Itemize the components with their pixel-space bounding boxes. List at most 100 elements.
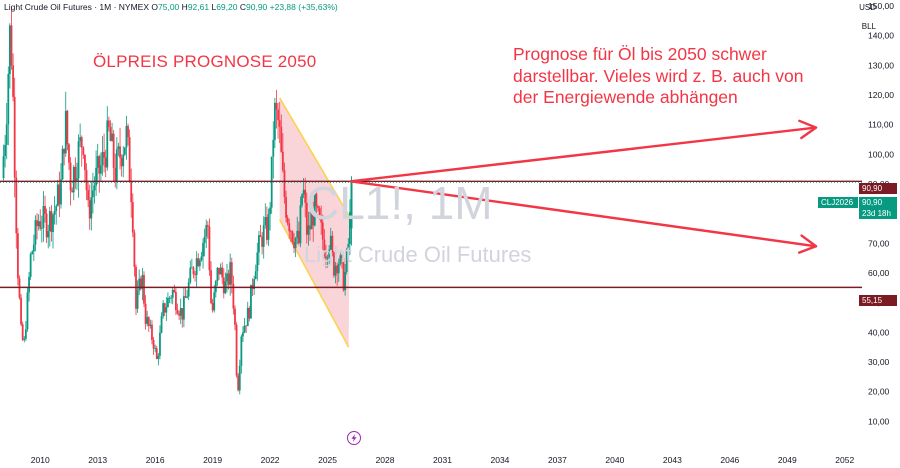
candle-body — [56, 184, 59, 207]
candle-body — [128, 137, 131, 182]
candle-body — [270, 156, 273, 208]
currency-label[interactable]: USD — [859, 3, 876, 12]
x-tick-label: 2034 — [490, 455, 509, 465]
lightning-icon[interactable] — [347, 431, 361, 445]
candle-body — [7, 73, 10, 125]
x-tick-label: 2031 — [433, 455, 452, 465]
candle-body — [125, 125, 128, 148]
unit-label[interactable]: BLL — [861, 22, 876, 31]
annotation-title[interactable]: ÖLPREIS PROGNOSE 2050 — [93, 52, 317, 71]
candle-body — [175, 292, 177, 311]
x-tick-label: 2010 — [31, 455, 50, 465]
candle-body — [74, 166, 77, 181]
candle-body — [168, 297, 171, 299]
candle-body — [254, 271, 257, 280]
candle-body — [69, 162, 72, 191]
candle-body — [250, 284, 252, 319]
candle-body — [272, 139, 275, 157]
x-tick-label: 2022 — [261, 455, 280, 465]
candle-body — [305, 202, 308, 235]
candle-body — [58, 184, 61, 205]
forecast-arrow-head-2 — [797, 234, 818, 254]
candle-body — [136, 290, 139, 309]
symbol-title[interactable]: Light Crude Oil Futures · 1M · NYMEX — [4, 2, 150, 12]
x-tick-label: 2025 — [318, 455, 337, 465]
candle-body — [310, 212, 313, 230]
candle-body — [79, 137, 82, 142]
candle-body — [304, 189, 307, 203]
candle-body — [147, 317, 150, 326]
candle-body — [347, 244, 350, 250]
candle-body — [146, 317, 149, 324]
candle-body — [200, 256, 203, 261]
y-tick-label: 10,00 — [868, 416, 890, 426]
candle-body — [5, 124, 8, 145]
candle-body — [261, 236, 264, 247]
candle-body — [123, 147, 126, 155]
candle-body — [186, 296, 188, 298]
candle-body — [24, 329, 27, 339]
candle-body — [301, 194, 303, 206]
candle-body — [313, 193, 316, 226]
y-tick-label: 140,00 — [868, 31, 894, 41]
candle-body — [315, 193, 318, 207]
y-tick-label: 20,00 — [868, 387, 890, 397]
candle-body — [151, 324, 153, 340]
candle-body — [345, 249, 348, 273]
candle-body — [138, 278, 141, 291]
candle-body — [88, 200, 91, 219]
candle-body — [219, 267, 222, 275]
candle-body — [31, 251, 34, 255]
candle-body — [339, 255, 342, 264]
candle-body — [334, 265, 337, 276]
candle-body — [273, 102, 276, 140]
candle-body — [143, 275, 145, 304]
candle-body — [291, 231, 294, 242]
candle-body — [256, 252, 259, 272]
candle-body — [44, 206, 46, 214]
candle-body — [68, 144, 70, 163]
candle-body — [218, 267, 220, 275]
candle-body — [101, 151, 104, 166]
candle-body — [60, 179, 62, 205]
candle-body — [289, 231, 292, 233]
channel-upper-edge — [278, 97, 351, 218]
candle-body — [173, 290, 176, 293]
y-tick-label: 30,00 — [868, 357, 890, 367]
candle-body — [342, 258, 345, 291]
candle-body — [120, 157, 123, 167]
symbol-header[interactable]: Light Crude Oil Futures · 1M · NYMEX O75… — [4, 2, 338, 12]
candle-body — [61, 148, 64, 180]
candle-body — [240, 336, 243, 366]
candle-body — [184, 296, 187, 298]
candle-body — [53, 211, 56, 215]
candle-body — [141, 275, 144, 289]
candle-body — [37, 221, 40, 227]
forecast-arrow-line-1 — [349, 126, 818, 183]
candle-body — [71, 190, 74, 193]
ohlc-h: H92,61 — [181, 2, 210, 12]
candle-body — [103, 151, 105, 158]
candle-body — [245, 325, 248, 327]
candle-body — [232, 283, 235, 309]
candle-body — [39, 221, 42, 229]
candle-body — [8, 25, 11, 74]
x-tick-label: 2049 — [778, 455, 797, 465]
candle-body — [331, 235, 334, 253]
y-tick-label: 120,00 — [868, 90, 894, 100]
candle-body — [190, 267, 193, 269]
candle-body — [104, 157, 107, 168]
forecast-arrow-line-2 — [349, 180, 818, 248]
candle-body — [98, 156, 101, 174]
candle-body — [154, 348, 157, 350]
ohlc-l: L69,20 — [211, 2, 238, 12]
candle-body — [283, 170, 286, 197]
candle-body — [152, 339, 155, 349]
candle-body — [52, 214, 54, 232]
x-tick-label: 2037 — [548, 455, 567, 465]
candle-body — [20, 297, 22, 325]
candle-body — [117, 146, 120, 150]
annotation-note[interactable]: Prognose für Öl bis 2050 schwer darstell… — [513, 44, 804, 107]
